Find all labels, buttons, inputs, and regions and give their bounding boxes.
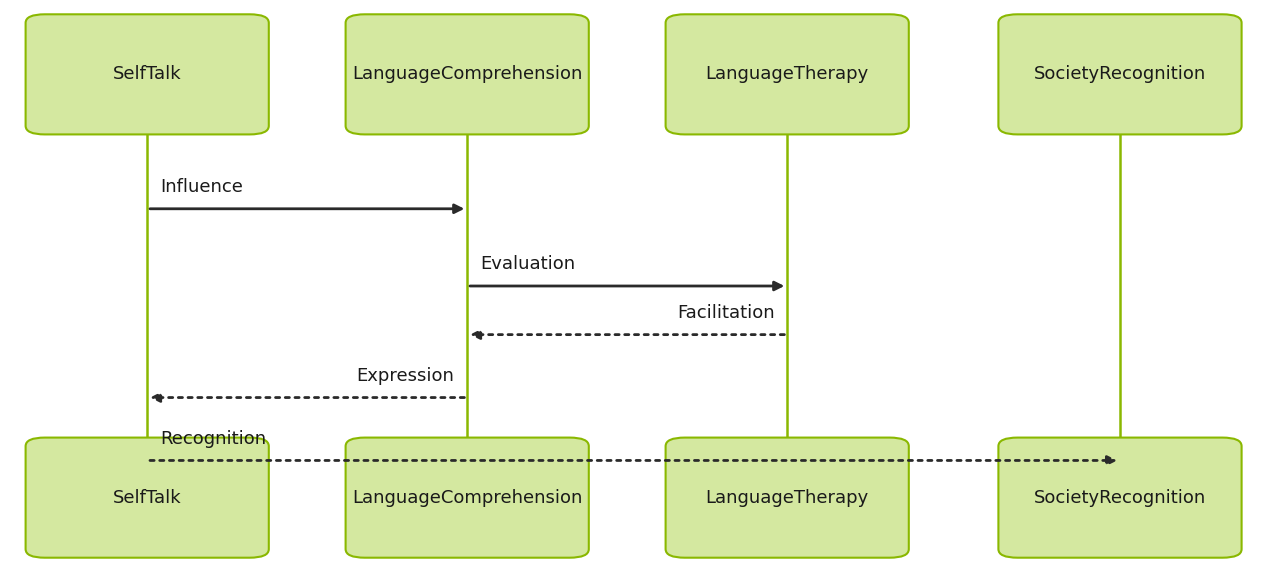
- FancyBboxPatch shape: [26, 438, 269, 558]
- Text: SelfTalk: SelfTalk: [113, 488, 182, 507]
- Text: Facilitation: Facilitation: [677, 304, 774, 322]
- Text: SelfTalk: SelfTalk: [113, 65, 182, 84]
- Text: Evaluation: Evaluation: [480, 256, 575, 273]
- FancyBboxPatch shape: [998, 438, 1242, 558]
- Text: LanguageTherapy: LanguageTherapy: [705, 488, 869, 507]
- FancyBboxPatch shape: [998, 14, 1242, 134]
- Text: SocietyRecognition: SocietyRecognition: [1034, 488, 1206, 507]
- FancyBboxPatch shape: [26, 14, 269, 134]
- FancyBboxPatch shape: [346, 14, 589, 134]
- Text: LanguageComprehension: LanguageComprehension: [352, 488, 582, 507]
- Text: Recognition: Recognition: [160, 430, 266, 448]
- FancyBboxPatch shape: [666, 14, 909, 134]
- Text: Influence: Influence: [160, 178, 243, 196]
- Text: Expression: Expression: [357, 367, 454, 385]
- Text: LanguageComprehension: LanguageComprehension: [352, 65, 582, 84]
- FancyBboxPatch shape: [346, 438, 589, 558]
- FancyBboxPatch shape: [666, 438, 909, 558]
- Text: LanguageTherapy: LanguageTherapy: [705, 65, 869, 84]
- Text: SocietyRecognition: SocietyRecognition: [1034, 65, 1206, 84]
